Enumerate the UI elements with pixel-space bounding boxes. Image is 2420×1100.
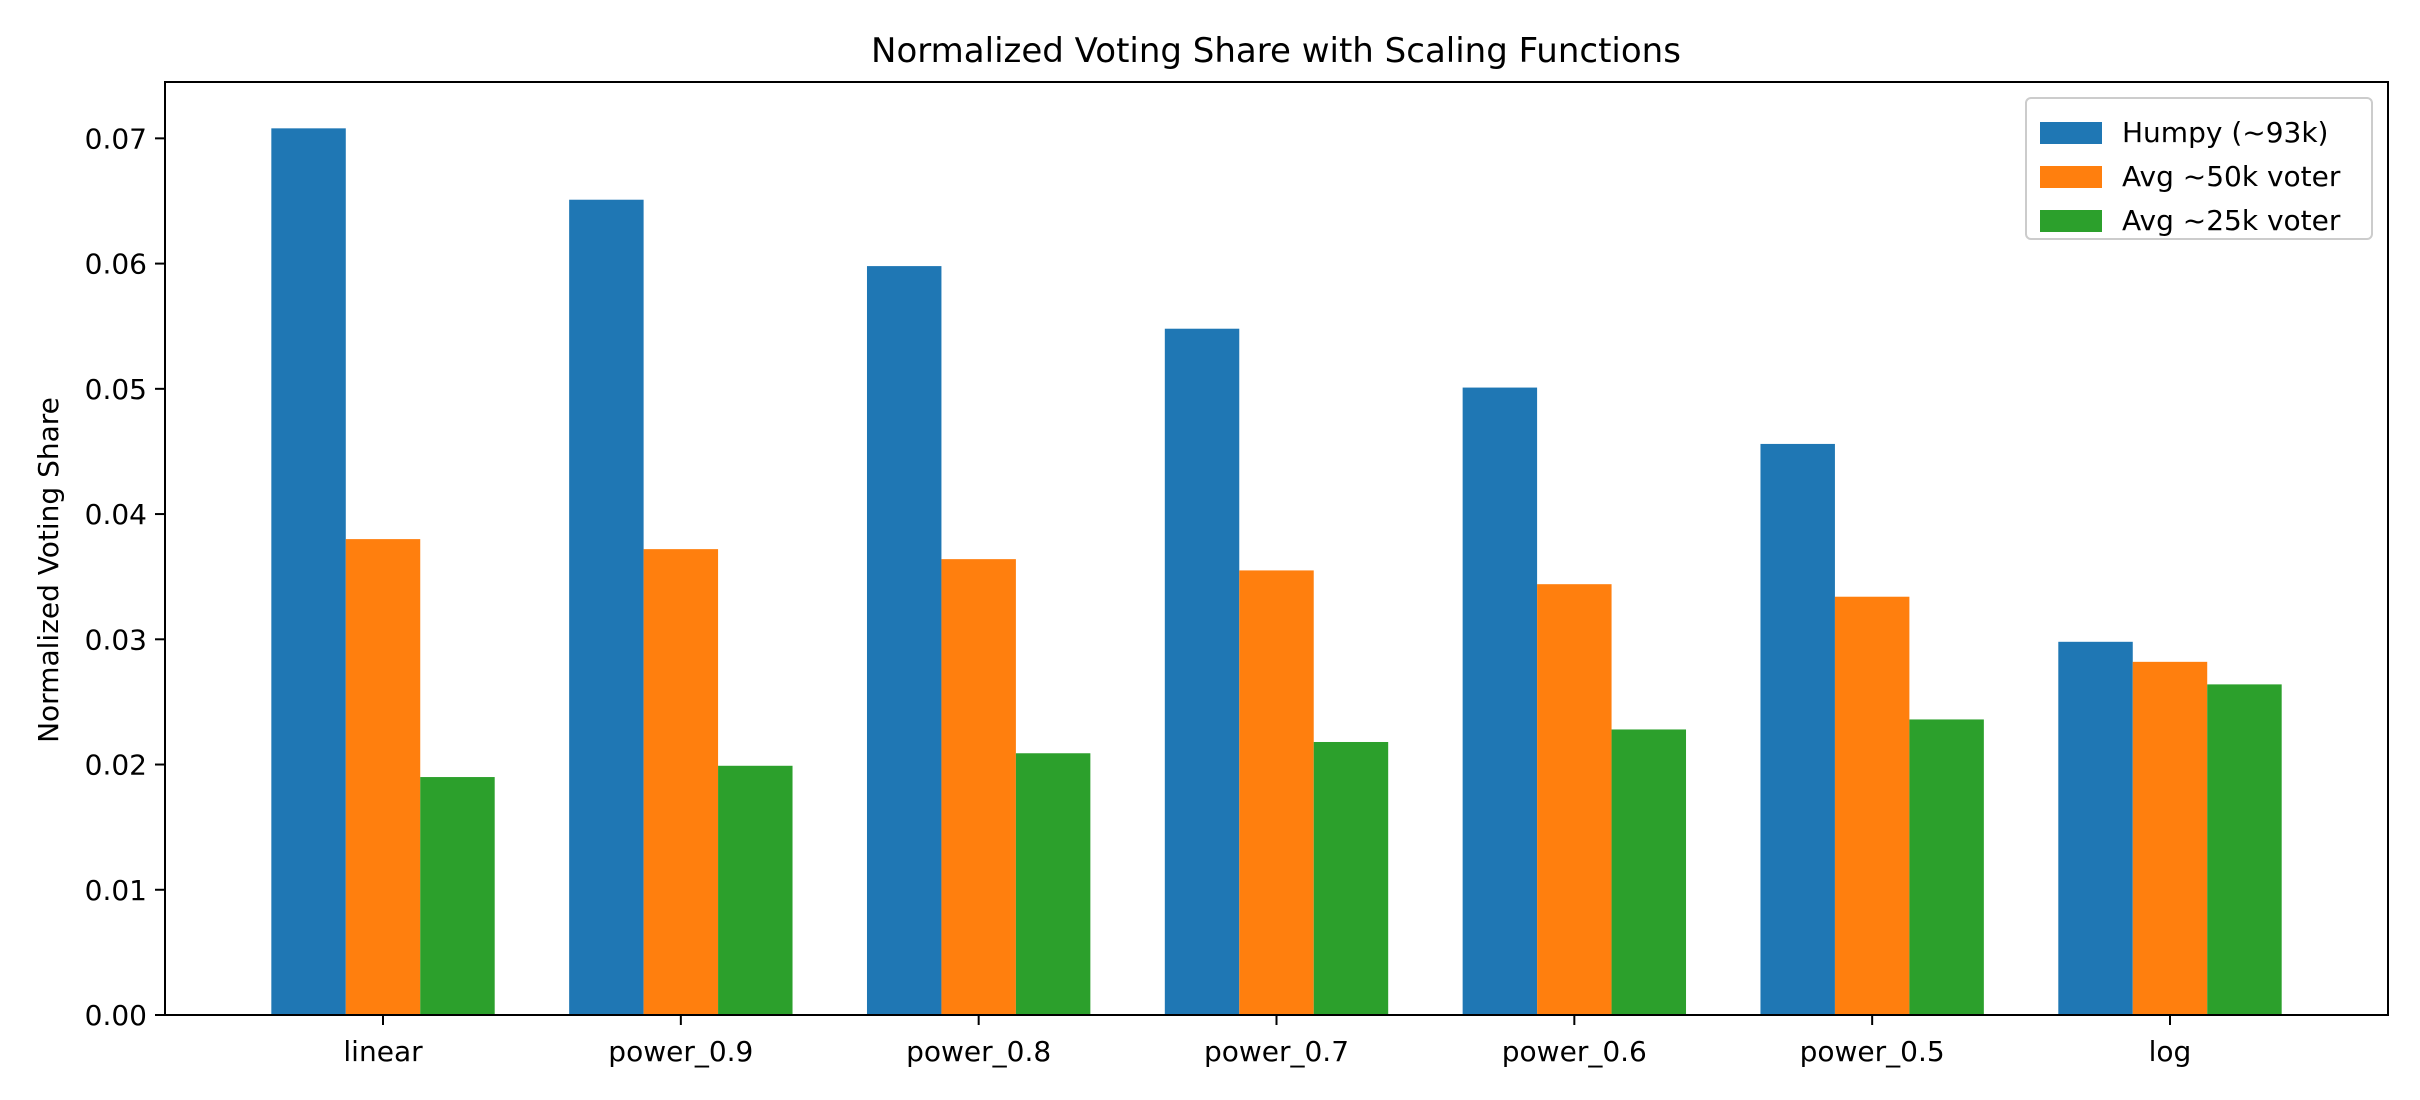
bar	[1760, 443, 1835, 1015]
bar	[569, 199, 644, 1016]
bar	[1164, 328, 1240, 1016]
y-tick-label: 0.05	[85, 373, 147, 406]
x-tick-label: power_0.5	[1800, 1035, 1945, 1068]
legend-swatch	[2040, 210, 2102, 232]
legend-entry: Humpy (~93k)	[2122, 116, 2328, 149]
legend-swatch	[2040, 166, 2102, 188]
bar	[1834, 596, 1910, 1015]
bar	[271, 128, 346, 1016]
legend-entry: Avg ~50k voter	[2122, 160, 2341, 193]
bar	[2058, 641, 2133, 1015]
x-tick-label: log	[2149, 1035, 2192, 1068]
series-2	[420, 684, 2282, 1015]
legend: Humpy (~93k) Avg ~50k voter Avg ~25k voter	[2025, 97, 2373, 240]
x-tick-label: power_0.9	[608, 1035, 753, 1068]
y-tick-label: 0.00	[85, 999, 147, 1032]
x-tick-label: power_0.7	[1204, 1035, 1349, 1068]
plot-area: 0.00 0.01 0.02 0.03 0.04 0.05 0.06 0.07 linear po…	[85, 81, 2389, 1068]
bar	[2207, 684, 2282, 1015]
y-tick-label: 0.07	[85, 122, 147, 155]
y-tick-label: 0.03	[85, 623, 147, 656]
series-1	[345, 539, 2208, 1015]
bar	[1015, 753, 1091, 1015]
legend-entry: Avg ~25k voter	[2122, 204, 2341, 237]
y-axis-label: Normalized Voting Share	[32, 397, 65, 743]
bar	[643, 549, 719, 1015]
bar	[1537, 584, 1612, 1015]
bar	[718, 765, 793, 1015]
bar	[866, 266, 942, 1016]
y-tick-label: 0.02	[85, 749, 147, 782]
chart-title: Normalized Voting Share with Scaling Fun…	[871, 31, 1681, 71]
bar	[1313, 741, 1389, 1015]
bar	[345, 539, 421, 1015]
y-tick-label: 0.01	[85, 874, 147, 907]
x-tick-label: linear	[343, 1035, 423, 1068]
y-tick-label: 0.06	[85, 248, 147, 281]
x-tick-label: power_0.8	[906, 1035, 1051, 1068]
bar	[1239, 570, 1314, 1015]
bar	[941, 559, 1016, 1015]
x-tick-label: power_0.6	[1502, 1035, 1647, 1068]
legend-box	[2025, 97, 2373, 240]
bar	[1909, 719, 1984, 1015]
bar	[420, 777, 495, 1015]
bar	[1611, 729, 1687, 1015]
bar	[2132, 661, 2208, 1015]
y-tick-label: 0.04	[85, 498, 147, 531]
legend-swatch	[2040, 122, 2102, 144]
bar	[1462, 387, 1538, 1015]
series-0	[271, 128, 2133, 1016]
